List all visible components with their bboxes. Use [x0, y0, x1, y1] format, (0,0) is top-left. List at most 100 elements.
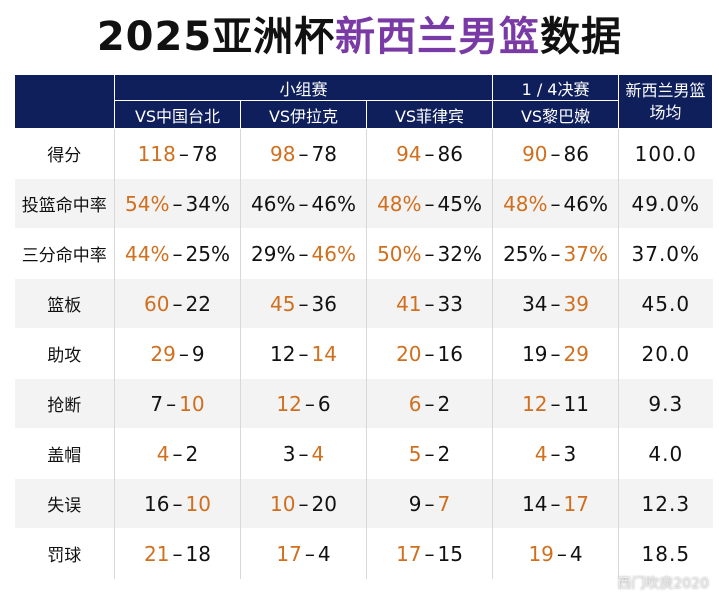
stat-label: 抢断: [14, 378, 115, 429]
opponent-value: 6: [317, 391, 331, 416]
nz-value: 5: [408, 441, 422, 466]
score-cell: 4–3: [492, 428, 619, 479]
score-separator: –: [298, 291, 309, 316]
score-separator: –: [298, 141, 309, 166]
nz-value: 19: [528, 541, 554, 566]
score-cell: 29% –46%: [240, 228, 367, 279]
score-separator: –: [424, 191, 435, 216]
nz-value: 60: [144, 291, 170, 316]
average-value: 4.0: [618, 428, 713, 479]
score-cell: 5–2: [365, 428, 493, 479]
opponent-value: 16: [437, 341, 463, 366]
score-separator: –: [172, 241, 183, 266]
score-separator: –: [550, 491, 561, 516]
opponent-value: 46%: [311, 191, 356, 216]
score-separator: –: [550, 141, 561, 166]
opponent-value: 86: [563, 141, 589, 166]
opponent-value: 20: [311, 491, 337, 516]
score-cell: 9–7: [365, 478, 493, 529]
opponent-value: 86: [437, 141, 463, 166]
score-cell: 4–2: [114, 428, 241, 479]
score-separator: –: [178, 141, 189, 166]
score-cell: 10–20: [240, 478, 367, 529]
score-cell: 94–86: [365, 128, 493, 179]
stat-label: 得分: [14, 128, 115, 179]
score-separator: –: [550, 441, 561, 466]
nz-value: 16: [144, 491, 170, 516]
opponent-value: 78: [311, 141, 337, 166]
score-separator: –: [550, 191, 561, 216]
nz-value: 20: [396, 341, 422, 366]
score-separator: –: [172, 541, 183, 566]
table-row: 助攻 29–9 12–14 20–16 19–29 20.0: [14, 328, 713, 379]
opponent-value: 4: [569, 541, 583, 566]
score-separator: –: [424, 241, 435, 266]
header-average-line2: 场均: [649, 102, 682, 122]
page-title: 2025亚洲杯新西兰男篮数据: [0, 8, 719, 66]
score-cell: 41–33: [365, 278, 493, 329]
title-suffix: 数据: [540, 14, 623, 60]
score-cell: 48% –46%: [492, 178, 619, 229]
table-row: 得分 118–78 98–78 94–86 90–86 100.0: [14, 128, 713, 179]
opponent-value: 22: [185, 291, 211, 316]
header-average-line1: 新西兰男篮: [625, 80, 706, 100]
opponent-value: 10: [179, 391, 205, 416]
nz-value: 12: [270, 341, 296, 366]
score-separator: –: [166, 391, 177, 416]
score-separator: –: [304, 541, 315, 566]
opponent-value: 11: [563, 391, 589, 416]
nz-value: 54%: [125, 191, 170, 216]
nz-value: 44%: [125, 241, 170, 266]
nz-value: 98: [270, 141, 296, 166]
nz-value: 118: [137, 141, 176, 166]
opponent-value: 46%: [311, 241, 356, 266]
opponent-value: 2: [437, 391, 451, 416]
nz-value: 7: [150, 391, 164, 416]
header-corner: [14, 74, 115, 129]
score-cell: 19–4: [492, 528, 619, 579]
score-separator: –: [424, 291, 435, 316]
score-separator: –: [424, 491, 435, 516]
stat-label: 篮板: [14, 278, 115, 329]
score-separator: –: [172, 191, 183, 216]
score-separator: –: [424, 141, 435, 166]
stat-label: 投篮命中率: [14, 178, 115, 229]
score-separator: –: [172, 291, 183, 316]
stat-label: 三分命中率: [14, 228, 115, 279]
header-quarterfinal: 1 / 4决赛: [492, 74, 620, 101]
table-row: 罚球 21–18 17–4 17–15 19–4 18.5: [14, 528, 713, 579]
stats-table: 小组赛 1 / 4决赛 新西兰男篮 场均 VS中国台北 VS伊拉克 VS菲律宾 V…: [14, 74, 714, 579]
table-row: 抢断 7–10 12–6 6–2 12–11 9.3: [14, 378, 713, 429]
score-cell: 98–78: [240, 128, 367, 179]
opponent-value: 7: [437, 491, 451, 516]
header-row-stage: 小组赛 1 / 4决赛 新西兰男篮 场均: [14, 74, 714, 129]
score-separator: –: [550, 291, 561, 316]
opponent-value: 25%: [185, 241, 230, 266]
average-value: 9.3: [618, 378, 713, 429]
score-separator: –: [298, 441, 309, 466]
opponent-value: 2: [185, 441, 199, 466]
score-separator: –: [298, 191, 309, 216]
nz-value: 45: [270, 291, 296, 316]
score-separator: –: [424, 441, 435, 466]
opponent-value: 4: [317, 541, 331, 566]
nz-value: 19: [522, 341, 548, 366]
score-cell: 16–10: [114, 478, 241, 529]
nz-value: 12: [276, 391, 302, 416]
score-cell: 12–6: [240, 378, 367, 429]
title-accent: 新西兰男篮: [335, 14, 541, 60]
nz-value: 34: [522, 291, 548, 316]
nz-value: 4: [534, 441, 548, 466]
opponent-value: 3: [563, 441, 577, 466]
opponent-value: 10: [185, 491, 211, 516]
score-cell: 29–9: [114, 328, 241, 379]
score-separator: –: [550, 341, 561, 366]
score-separator: –: [550, 241, 561, 266]
score-separator: –: [178, 341, 189, 366]
opponent-value: 39: [563, 291, 589, 316]
opponent-value: 36: [311, 291, 337, 316]
nz-value: 9: [408, 491, 422, 516]
average-value: 12.3: [618, 478, 713, 529]
opponent-value: 33: [437, 291, 463, 316]
nz-value: 50%: [377, 241, 422, 266]
